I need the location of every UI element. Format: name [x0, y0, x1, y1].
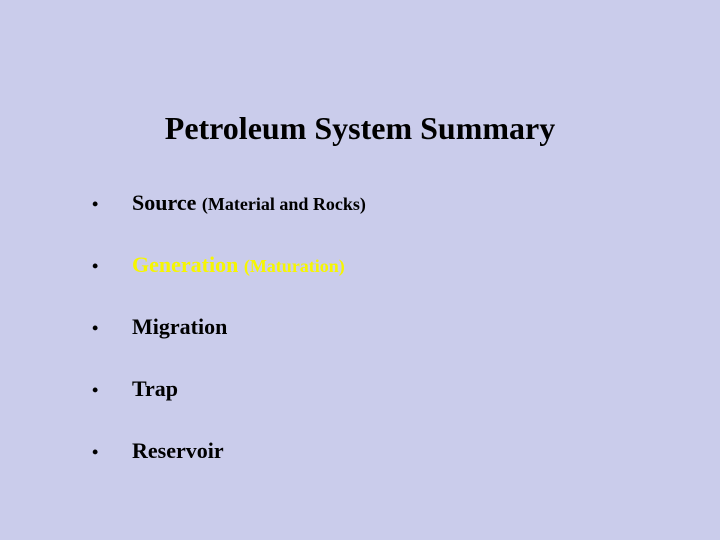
- bullet-icon: •: [92, 380, 132, 401]
- bullet-sub-text: (Maturation): [244, 256, 345, 277]
- list-item: • Source (Material and Rocks): [92, 190, 660, 216]
- bullet-icon: •: [92, 194, 132, 215]
- bullet-icon: •: [92, 442, 132, 463]
- bullet-icon: •: [92, 318, 132, 339]
- bullet-main-text: Trap: [132, 376, 178, 402]
- bullet-icon: •: [92, 256, 132, 277]
- list-item: • Migration: [92, 314, 660, 340]
- bullet-main-text: Source: [132, 190, 202, 216]
- bullet-sub-text: (Material and Rocks): [202, 194, 366, 215]
- slide: Petroleum System Summary • Source (Mater…: [0, 0, 720, 540]
- slide-title: Petroleum System Summary: [0, 110, 720, 147]
- list-item: • Generation (Maturation): [92, 252, 660, 278]
- list-item: • Trap: [92, 376, 660, 402]
- bullet-list: • Source (Material and Rocks) • Generati…: [92, 190, 660, 464]
- bullet-main-text: Migration: [132, 314, 227, 340]
- list-item: • Reservoir: [92, 438, 660, 464]
- bullet-main-text: Generation: [132, 252, 244, 278]
- bullet-main-text: Reservoir: [132, 438, 224, 464]
